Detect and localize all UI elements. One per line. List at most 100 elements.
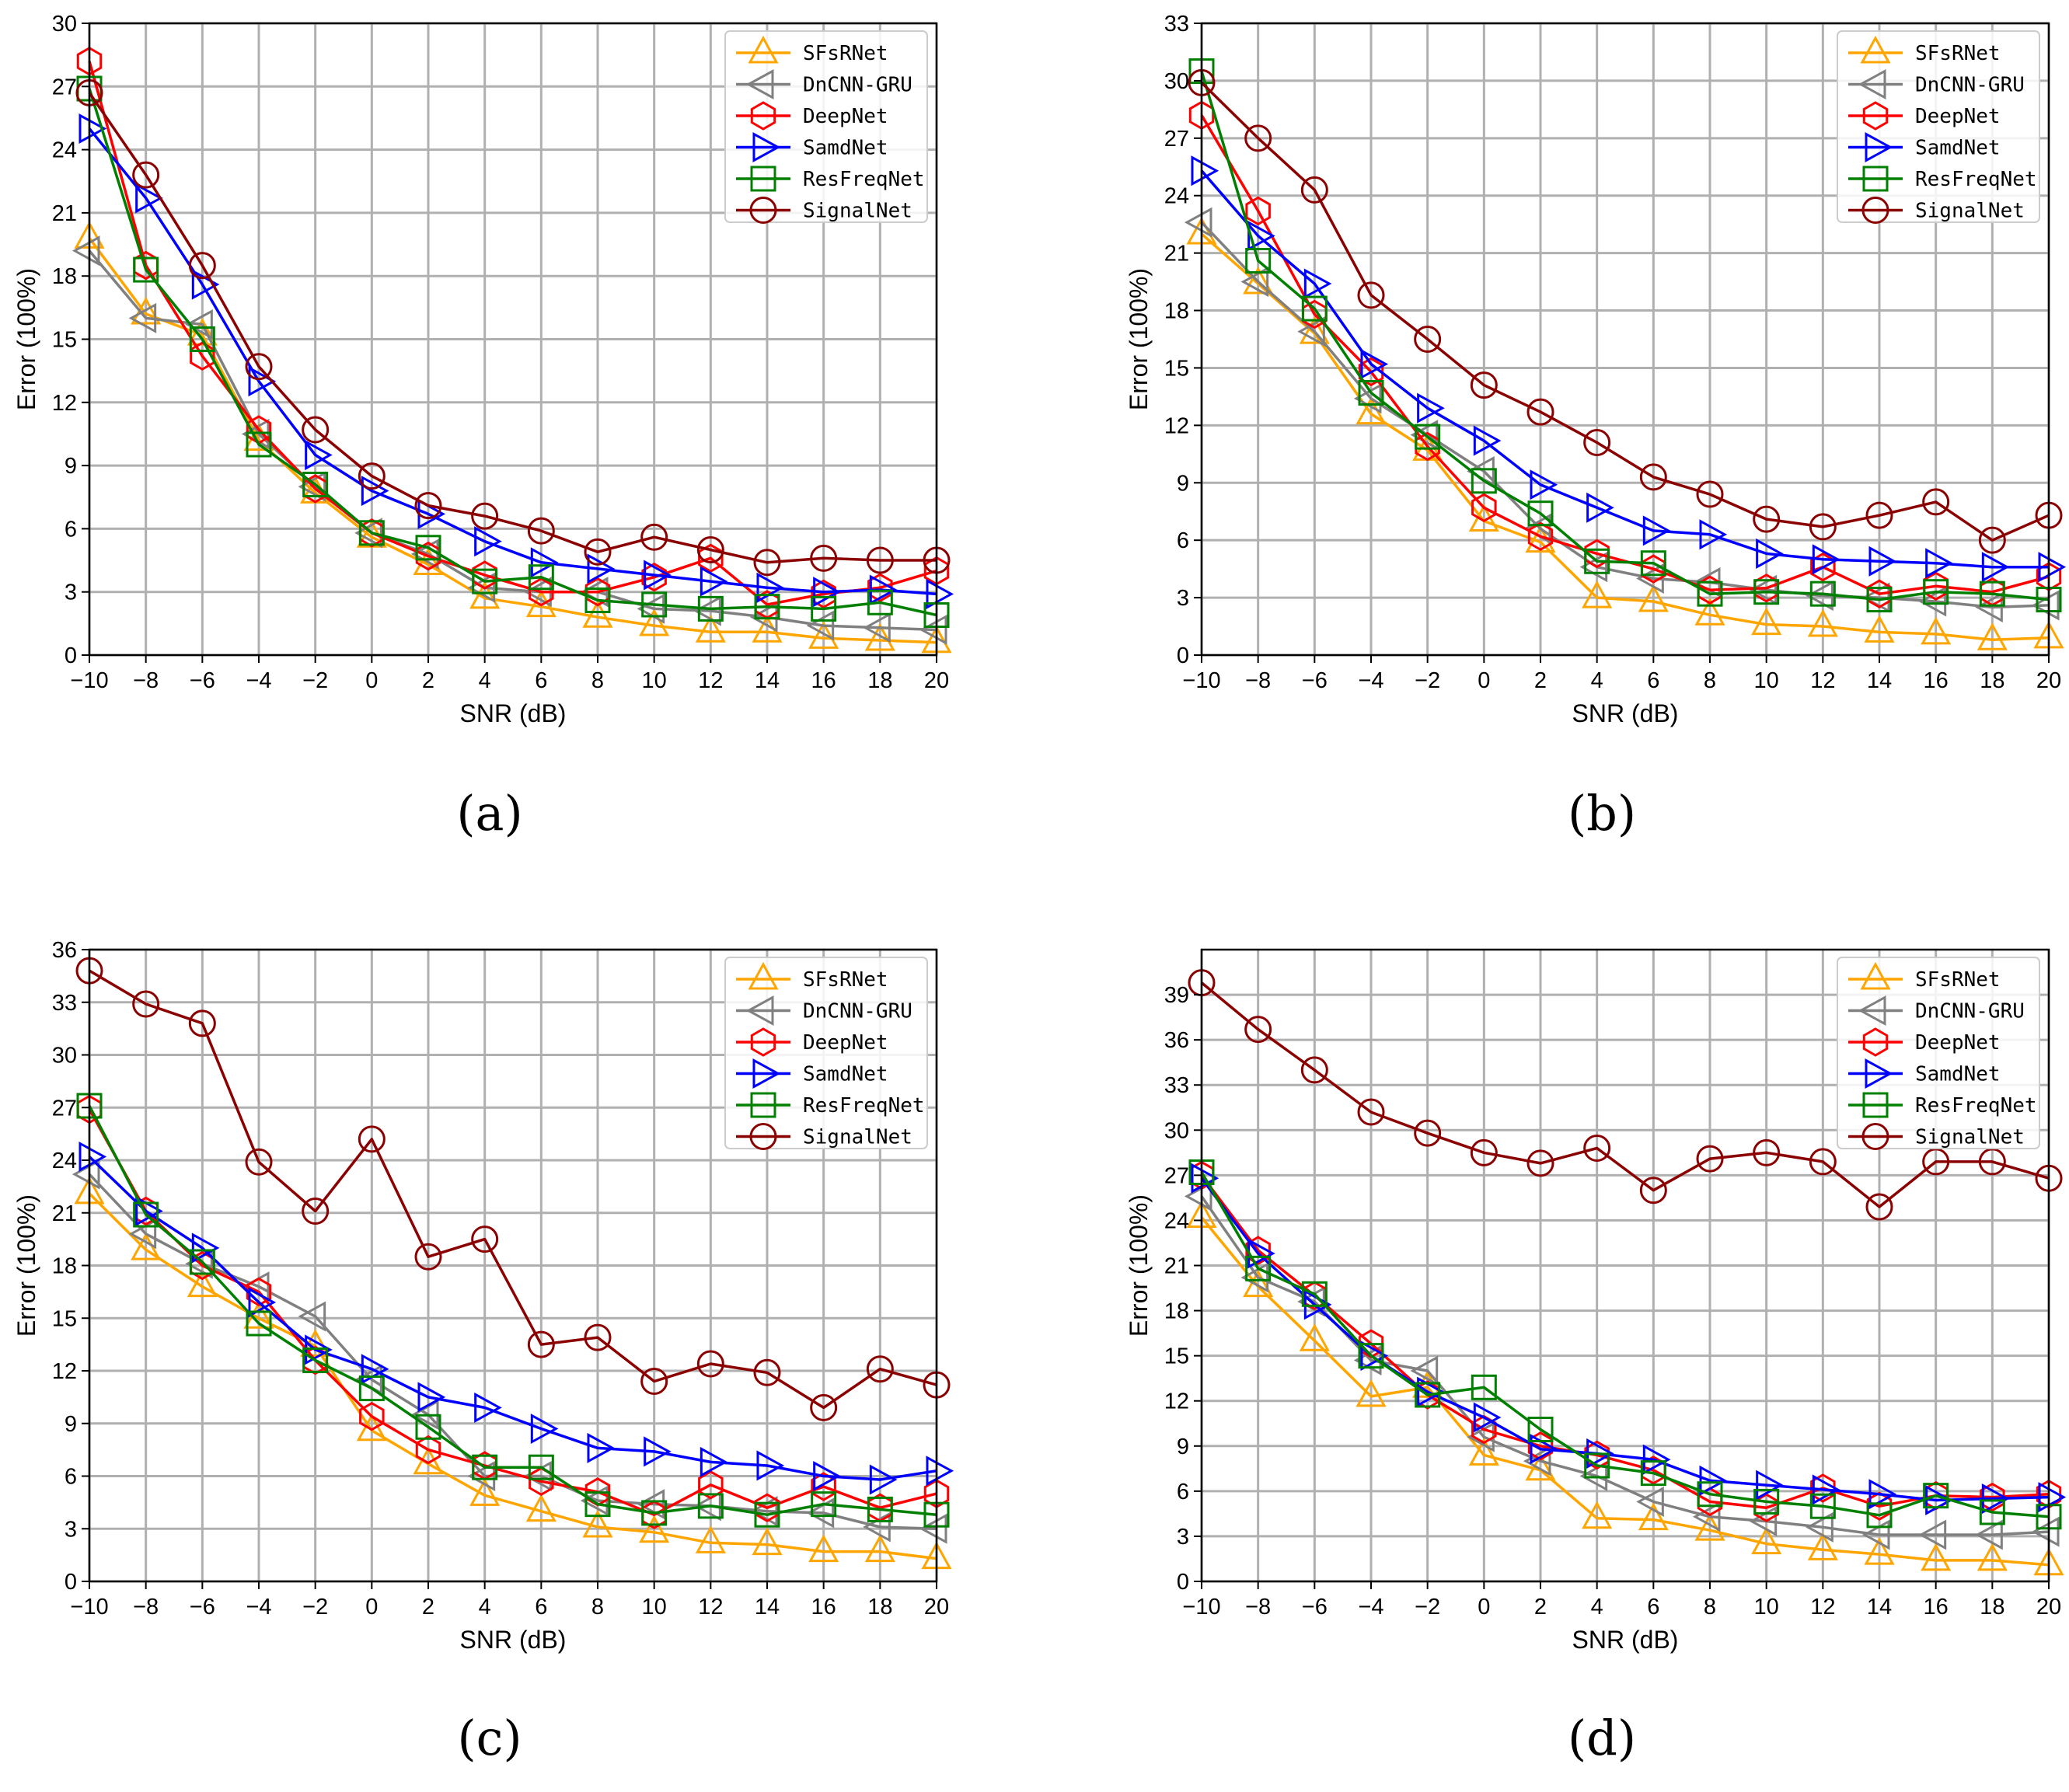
data-point-SignalNet: [471, 502, 499, 530]
series-line-ResFreqNet: [1200, 71, 2050, 601]
data-point-SFsRNet: [1355, 1379, 1387, 1407]
legend-marker-SamdNet: [1865, 1058, 1893, 1089]
data-point-SamdNet: [1417, 1376, 1445, 1407]
series-line-DeepNet: [1200, 1174, 2050, 1509]
data-point-DnCNN-GRU: [1692, 1501, 1721, 1532]
x-tick-label: 16: [811, 668, 836, 693]
y-tick-label: 18: [1164, 299, 1189, 324]
data-point-SignalNet: [640, 1368, 668, 1396]
data-point-SFsRNet: [1299, 1323, 1330, 1351]
data-point-SFsRNet: [1751, 607, 1782, 636]
legend-label-DeepNet: DeepNet: [803, 1031, 888, 1055]
legend-label-ResFreqNet: ResFreqNet: [803, 1094, 925, 1117]
x-tick-label: 14: [755, 668, 780, 693]
x-tick-label: 0: [1478, 1595, 1490, 1619]
x-tick-label: 8: [591, 1595, 604, 1619]
data-point-SignalNet: [527, 517, 555, 545]
x-tick-label: 16: [1924, 668, 1949, 693]
data-point-ResFreqNet: [1753, 579, 1780, 605]
panel-caption: (b): [1568, 785, 1636, 842]
data-point-SignalNet: [414, 492, 442, 520]
x-tick-label: 2: [422, 1595, 434, 1619]
x-tick-label: 18: [867, 668, 892, 693]
x-tick-label: 4: [479, 668, 491, 693]
data-point-SamdNet: [1812, 1474, 1840, 1505]
data-point-SignalNet: [358, 462, 386, 490]
data-point-SFsRNet: [356, 1413, 387, 1442]
data-point-SamdNet: [1303, 268, 1332, 299]
data-point-ResFreqNet: [867, 1496, 893, 1522]
legend-label-DnCNN-GRU: DnCNN-GRU: [1915, 74, 2025, 97]
data-point-SFsRNet: [639, 608, 670, 636]
data-point-ResFreqNet: [528, 564, 554, 591]
data-point-SamdNet: [1530, 469, 1558, 500]
data-point-SFsRNet: [1638, 584, 1669, 612]
series-line-SamdNet: [88, 1156, 937, 1481]
data-point-SignalNet: [1414, 1119, 1442, 1147]
data-point-DeepNet: [867, 573, 893, 603]
data-point-SFsRNet: [131, 1232, 162, 1260]
x-tick-label: 14: [1867, 668, 1892, 693]
data-point-SamdNet: [700, 566, 728, 597]
x-tick-label: 20: [2036, 668, 2061, 693]
legend-label-DnCNN-GRU: DnCNN-GRU: [1915, 1000, 2025, 1023]
data-point-SamdNet: [191, 1232, 220, 1264]
data-point-SignalNet: [188, 252, 216, 280]
data-point-ResFreqNet: [1245, 1255, 1272, 1281]
data-point-ResFreqNet: [1301, 295, 1328, 322]
data-point-SamdNet: [79, 113, 107, 145]
x-axis-label: SNR (dB): [460, 699, 567, 727]
data-point-ResFreqNet: [1415, 424, 1441, 450]
data-point-SamdNet: [926, 578, 954, 609]
data-point-SFsRNet: [582, 1509, 613, 1538]
data-point-SFsRNet: [1864, 615, 1895, 643]
data-point-SFsRNet: [639, 1515, 670, 1543]
data-point-DnCNN-GRU: [72, 1159, 100, 1190]
data-point-SignalNet: [1809, 513, 1837, 541]
legend-marker-ResFreqNet: [750, 1092, 776, 1118]
x-tick-label: 0: [1478, 668, 1490, 693]
data-point-SignalNet: [1244, 1016, 1272, 1044]
data-point-SamdNet: [869, 1464, 898, 1495]
legend-label-SignalNet: SignalNet: [803, 1126, 912, 1149]
data-point-ResFreqNet: [811, 1491, 837, 1518]
x-axis-label: SNR (dB): [1572, 1626, 1679, 1654]
panel-caption: (c): [457, 1710, 522, 1766]
y-axis-label: Error (100%): [12, 268, 40, 410]
legend-marker-DeepNet: [1862, 1027, 1889, 1057]
x-tick-label: 18: [867, 1595, 892, 1619]
y-tick-label: 0: [65, 643, 77, 668]
legend: SFsRNet DnCNN-GRU DeepNet SamdNet ResFreqNet…: [724, 30, 928, 224]
data-point-SignalNet: [1300, 176, 1328, 204]
data-point-ResFreqNet: [528, 1454, 554, 1480]
data-point-DnCNN-GRU: [693, 595, 721, 626]
data-point-SamdNet: [1868, 1479, 1897, 1510]
series-line-SignalNet: [89, 969, 937, 1410]
data-point-SFsRNet: [413, 547, 444, 575]
data-point-DnCNN-GRU: [1861, 1519, 1890, 1550]
y-tick-label: 12: [1164, 413, 1189, 438]
x-tick-label: 6: [1647, 1595, 1659, 1619]
data-point-ResFreqNet: [1527, 1416, 1554, 1442]
data-point-SignalNet: [1470, 371, 1498, 399]
y-tick-label: 9: [65, 454, 77, 479]
data-point-DnCNN-GRU: [806, 610, 835, 641]
data-point-SignalNet: [1583, 1135, 1611, 1163]
data-point-SignalNet: [527, 1330, 555, 1358]
data-point-SamdNet: [1981, 552, 2010, 583]
legend-marker-SamdNet: [752, 1058, 781, 1089]
data-point-ResFreqNet: [697, 1493, 724, 1519]
data-point-SignalNet: [132, 990, 160, 1018]
data-point-DnCNN-GRU: [1806, 1511, 1833, 1543]
data-point-ResFreqNet: [1923, 579, 1949, 605]
data-point-SignalNet: [1583, 429, 1611, 457]
data-point-DeepNet: [1584, 1440, 1610, 1470]
x-tick-label: −6: [190, 668, 215, 693]
data-point-ResFreqNet: [1640, 1460, 1666, 1487]
data-point-SignalNet: [1978, 526, 2006, 554]
data-point-SamdNet: [644, 1436, 672, 1467]
data-point-SamdNet: [1756, 1470, 1784, 1501]
y-tick-label: 27: [52, 75, 77, 99]
x-tick-label: 0: [365, 1595, 378, 1619]
